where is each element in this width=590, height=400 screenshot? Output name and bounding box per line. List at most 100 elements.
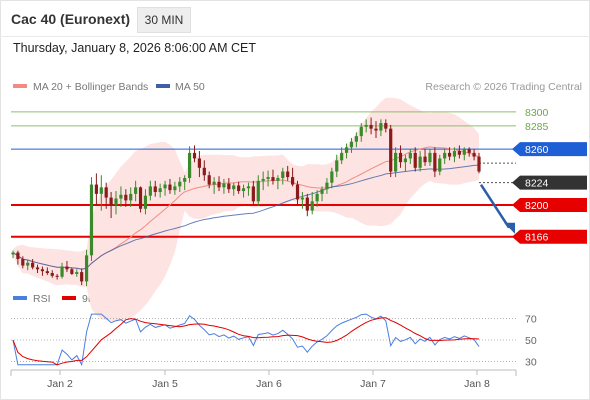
candle-body (21, 259, 25, 266)
candle (187, 146, 192, 183)
candle-body (389, 128, 393, 172)
candle (286, 165, 290, 181)
candle-body (276, 178, 280, 181)
level-labels: 8300 8285 8260 8200 8166 8224 (512, 107, 587, 244)
candle (45, 267, 49, 275)
candle (320, 186, 324, 202)
rsi-tick-label: 50 (525, 335, 537, 347)
candle-body (99, 187, 103, 194)
candle (222, 178, 226, 194)
candle-body (354, 136, 358, 142)
candle (124, 189, 128, 207)
candle-body (237, 185, 241, 192)
candle (60, 262, 64, 279)
candle (403, 154, 408, 172)
candle (237, 181, 241, 194)
candle (246, 182, 251, 196)
candle-body (50, 273, 54, 276)
candle (119, 186, 123, 207)
candle-body (89, 184, 94, 256)
bollinger-band-fill (13, 97, 479, 322)
candle (291, 167, 295, 187)
forecast-arrow (479, 184, 515, 234)
candle (138, 186, 143, 213)
x-axis-label: Jan 2 (47, 378, 73, 390)
candlesticks (11, 117, 481, 287)
candle-body (349, 141, 354, 148)
candle-body (320, 189, 324, 194)
candle (418, 151, 422, 172)
support-badge-8200 (512, 198, 587, 213)
candle (457, 145, 461, 159)
candle-body (379, 123, 383, 131)
candle (330, 167, 334, 189)
candle-body (119, 194, 123, 199)
candle (349, 137, 354, 153)
candle (21, 256, 25, 269)
candle-body (344, 147, 349, 153)
candle (212, 177, 216, 194)
candle-body (178, 181, 182, 187)
timeframe-button[interactable]: 30 MIN (137, 7, 191, 33)
candle-body (129, 193, 133, 201)
candle-body (305, 197, 309, 211)
candle (408, 149, 412, 165)
resistance-label-8300: 8300 (525, 107, 549, 119)
candle (99, 175, 103, 211)
candle-body (65, 266, 69, 270)
candle (232, 182, 236, 196)
forecast-arrow-head (504, 222, 515, 234)
candle (281, 167, 285, 185)
candle-body (398, 152, 403, 163)
candle (70, 267, 74, 275)
candle-body (11, 252, 15, 255)
candle-body (232, 185, 236, 190)
candle-body (143, 195, 148, 209)
candle (207, 171, 211, 189)
candle (325, 178, 329, 194)
candle-body (300, 197, 305, 200)
candle (394, 147, 398, 178)
candle-body (217, 181, 221, 188)
candle-body (384, 123, 388, 129)
candle (335, 154, 339, 178)
candle (35, 264, 40, 274)
bollinger-bands (13, 97, 479, 322)
candle-body (227, 183, 231, 190)
chart-datetime: Thursday, January 8, 2026 8:06:00 AM CET (13, 41, 256, 55)
candle-body (423, 156, 427, 163)
candle (84, 249, 89, 287)
chart-header: Cac 40 (Euronext) 30 MIN (0, 0, 590, 36)
candle-body (75, 272, 79, 274)
candle (40, 266, 45, 276)
x-axis-label: Jan 6 (256, 378, 282, 390)
resistance-label-8285: 8285 (525, 121, 549, 133)
rsi-legend-swatch (13, 296, 27, 300)
candle-body (261, 178, 265, 181)
candle-body (222, 183, 226, 188)
candle (192, 145, 197, 163)
candle-body (310, 201, 314, 211)
candle-body (114, 198, 118, 206)
x-axis-label: Jan 8 (464, 378, 490, 390)
candle-body (325, 182, 329, 190)
candle (153, 180, 157, 197)
candle-body (443, 152, 447, 159)
x-axis: Jan 2 Jan 5 Jan 6 Jan 7 Jan 8 (10, 369, 517, 390)
candle (104, 182, 108, 209)
candle (462, 147, 466, 161)
candle-body (340, 152, 344, 161)
candle-body (124, 194, 128, 201)
candle-body (413, 152, 417, 168)
candle-body (148, 186, 152, 196)
candle-body (84, 255, 89, 282)
candle (163, 180, 167, 196)
candle (134, 180, 138, 202)
candle (65, 260, 69, 273)
candle (202, 160, 206, 181)
candle-body (315, 193, 319, 202)
candle (452, 147, 457, 163)
candle-body (364, 124, 368, 127)
candle-body (40, 269, 45, 272)
ma20-legend-swatch (13, 84, 27, 88)
